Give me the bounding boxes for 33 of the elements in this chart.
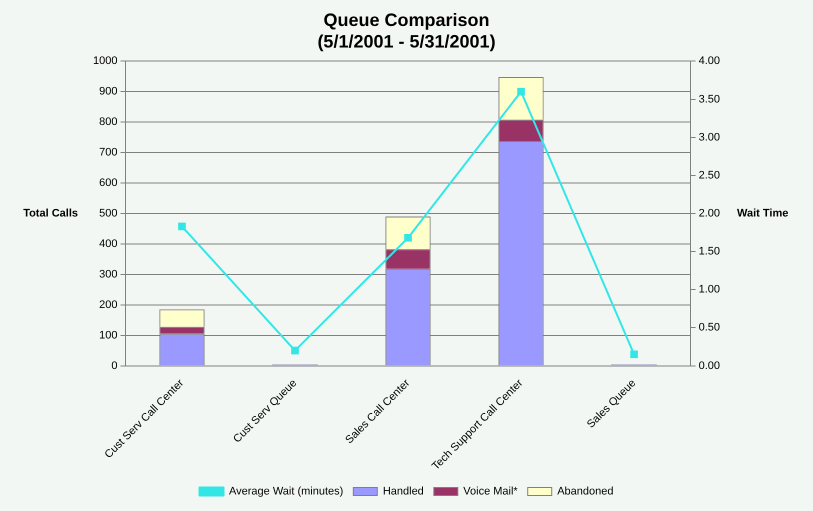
y2-tick-label: 0.50 — [698, 322, 720, 334]
legend-label: Abandoned — [557, 486, 614, 498]
y2-tick-label: 1.00 — [698, 284, 720, 296]
point — [630, 350, 638, 358]
legend-label: Voice Mail* — [463, 486, 518, 498]
y2-axis-title: Wait Time — [737, 208, 788, 220]
y-tick-label: 0 — [111, 360, 118, 372]
y2-tick-label: 3.00 — [698, 131, 720, 144]
point — [178, 222, 186, 230]
point — [291, 346, 299, 354]
y-axis-title: Total Calls — [23, 208, 78, 220]
y2-tick-label: 4.00 — [698, 55, 720, 68]
legend-label: Handled — [382, 486, 424, 498]
y2-tick-label: 1.50 — [698, 246, 720, 258]
y2-tick-label: 0.00 — [698, 360, 720, 372]
y-tick-label: 1000 — [92, 55, 118, 68]
chart-subtitle: (5/1/2001 - 5/31/2001) — [317, 31, 496, 52]
y2-tick-label: 2.50 — [698, 169, 720, 182]
y-tick-label: 200 — [99, 298, 118, 311]
chart-title: Queue Comparison — [323, 10, 490, 30]
y-tick-label: 600 — [99, 177, 118, 190]
point — [404, 234, 412, 242]
y-tick-label: 400 — [99, 238, 118, 250]
y-tick-label: 800 — [99, 116, 118, 128]
y-tick-label: 500 — [99, 208, 118, 220]
y-tick-label: 900 — [99, 86, 118, 98]
legend-label: Average Wait (minutes) — [229, 486, 344, 498]
y2-tick-label: 3.50 — [698, 93, 720, 106]
y-tick-label: 100 — [99, 329, 118, 342]
point — [517, 88, 525, 96]
y2-tick-label: 2.00 — [698, 208, 720, 220]
y-tick-label: 300 — [99, 268, 118, 280]
y-tick-label: 700 — [99, 146, 118, 159]
